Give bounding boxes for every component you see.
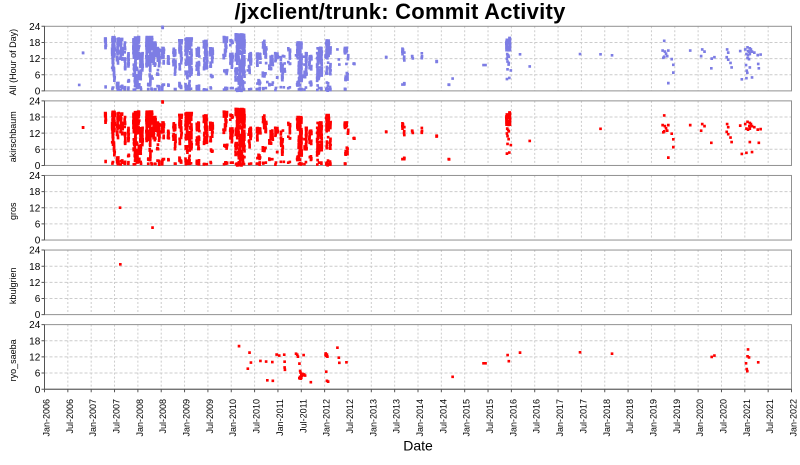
svg-text:12: 12 (29, 278, 41, 289)
svg-text:6: 6 (35, 294, 41, 305)
svg-text:Jan-2010: Jan-2010 (228, 399, 238, 437)
svg-text:Jul-2019: Jul-2019 (672, 399, 682, 434)
svg-text:Jul-2006: Jul-2006 (65, 399, 75, 434)
svg-text:24: 24 (29, 171, 41, 182)
svg-text:/jxclient/trunk: Commit Activi: /jxclient/trunk: Commit Activity (234, 0, 566, 24)
svg-text:Jul-2011: Jul-2011 (298, 399, 308, 433)
svg-text:Jan-2018: Jan-2018 (602, 399, 612, 437)
svg-text:18: 18 (29, 38, 41, 49)
svg-text:12: 12 (29, 353, 41, 364)
svg-text:18: 18 (29, 187, 41, 198)
svg-text:0: 0 (35, 87, 41, 98)
svg-text:24: 24 (29, 246, 41, 257)
svg-text:Jan-2013: Jan-2013 (368, 399, 378, 437)
svg-text:6: 6 (35, 70, 41, 81)
svg-text:24: 24 (29, 22, 41, 33)
svg-text:Jul-2013: Jul-2013 (392, 399, 402, 434)
svg-text:Jul-2017: Jul-2017 (578, 399, 588, 434)
svg-text:Date: Date (403, 437, 433, 453)
svg-text:0: 0 (35, 310, 41, 321)
svg-text:Jul-2012: Jul-2012 (345, 399, 355, 434)
svg-text:Jul-2009: Jul-2009 (205, 399, 215, 434)
svg-text:Jan-2021: Jan-2021 (742, 399, 752, 437)
svg-text:gros: gros (8, 202, 18, 220)
svg-text:24: 24 (29, 97, 41, 108)
svg-text:Jan-2020: Jan-2020 (695, 399, 705, 437)
svg-text:12: 12 (29, 54, 41, 65)
svg-text:18: 18 (29, 336, 41, 347)
svg-text:Jan-2022: Jan-2022 (789, 399, 799, 437)
svg-text:Jan-2017: Jan-2017 (555, 399, 565, 437)
svg-text:0: 0 (35, 236, 41, 247)
svg-text:Jan-2009: Jan-2009 (182, 399, 192, 437)
svg-text:6: 6 (35, 220, 41, 231)
svg-text:ryo_saeba: ryo_saeba (8, 339, 18, 381)
svg-text:Jan-2007: Jan-2007 (88, 399, 98, 437)
svg-text:Jul-2007: Jul-2007 (112, 399, 122, 434)
svg-text:24: 24 (29, 320, 41, 331)
svg-text:Jan-2014: Jan-2014 (415, 399, 425, 437)
svg-text:12: 12 (29, 129, 41, 140)
svg-text:12: 12 (29, 203, 41, 214)
svg-text:Jul-2016: Jul-2016 (532, 399, 542, 434)
svg-text:Jul-2020: Jul-2020 (719, 399, 729, 434)
svg-text:Jul-2015: Jul-2015 (485, 399, 495, 434)
svg-text:Jan-2011: Jan-2011 (275, 399, 285, 436)
svg-text:6: 6 (35, 145, 41, 156)
svg-text:Jan-2019: Jan-2019 (648, 399, 658, 437)
svg-text:Jul-2010: Jul-2010 (252, 399, 262, 434)
svg-text:Jan-2016: Jan-2016 (508, 399, 518, 437)
svg-text:Jan-2012: Jan-2012 (322, 399, 332, 437)
svg-text:Jan-2008: Jan-2008 (135, 399, 145, 437)
svg-text:0: 0 (35, 161, 41, 172)
svg-text:Jul-2018: Jul-2018 (625, 399, 635, 434)
svg-text:Jan-2015: Jan-2015 (462, 399, 472, 437)
svg-text:kbulgrien: kbulgrien (8, 268, 18, 305)
svg-text:0: 0 (35, 385, 41, 396)
svg-text:18: 18 (29, 262, 41, 273)
svg-text:18: 18 (29, 113, 41, 124)
svg-text:Jul-2008: Jul-2008 (158, 399, 168, 434)
svg-text:All (Hour of Day): All (Hour of Day) (8, 29, 18, 96)
svg-text:6: 6 (35, 369, 41, 380)
svg-text:Jul-2014: Jul-2014 (438, 399, 448, 434)
svg-text:Jul-2021: Jul-2021 (765, 399, 775, 434)
svg-text:Jan-2006: Jan-2006 (42, 399, 52, 437)
svg-text:akirschbaum: akirschbaum (8, 111, 18, 162)
